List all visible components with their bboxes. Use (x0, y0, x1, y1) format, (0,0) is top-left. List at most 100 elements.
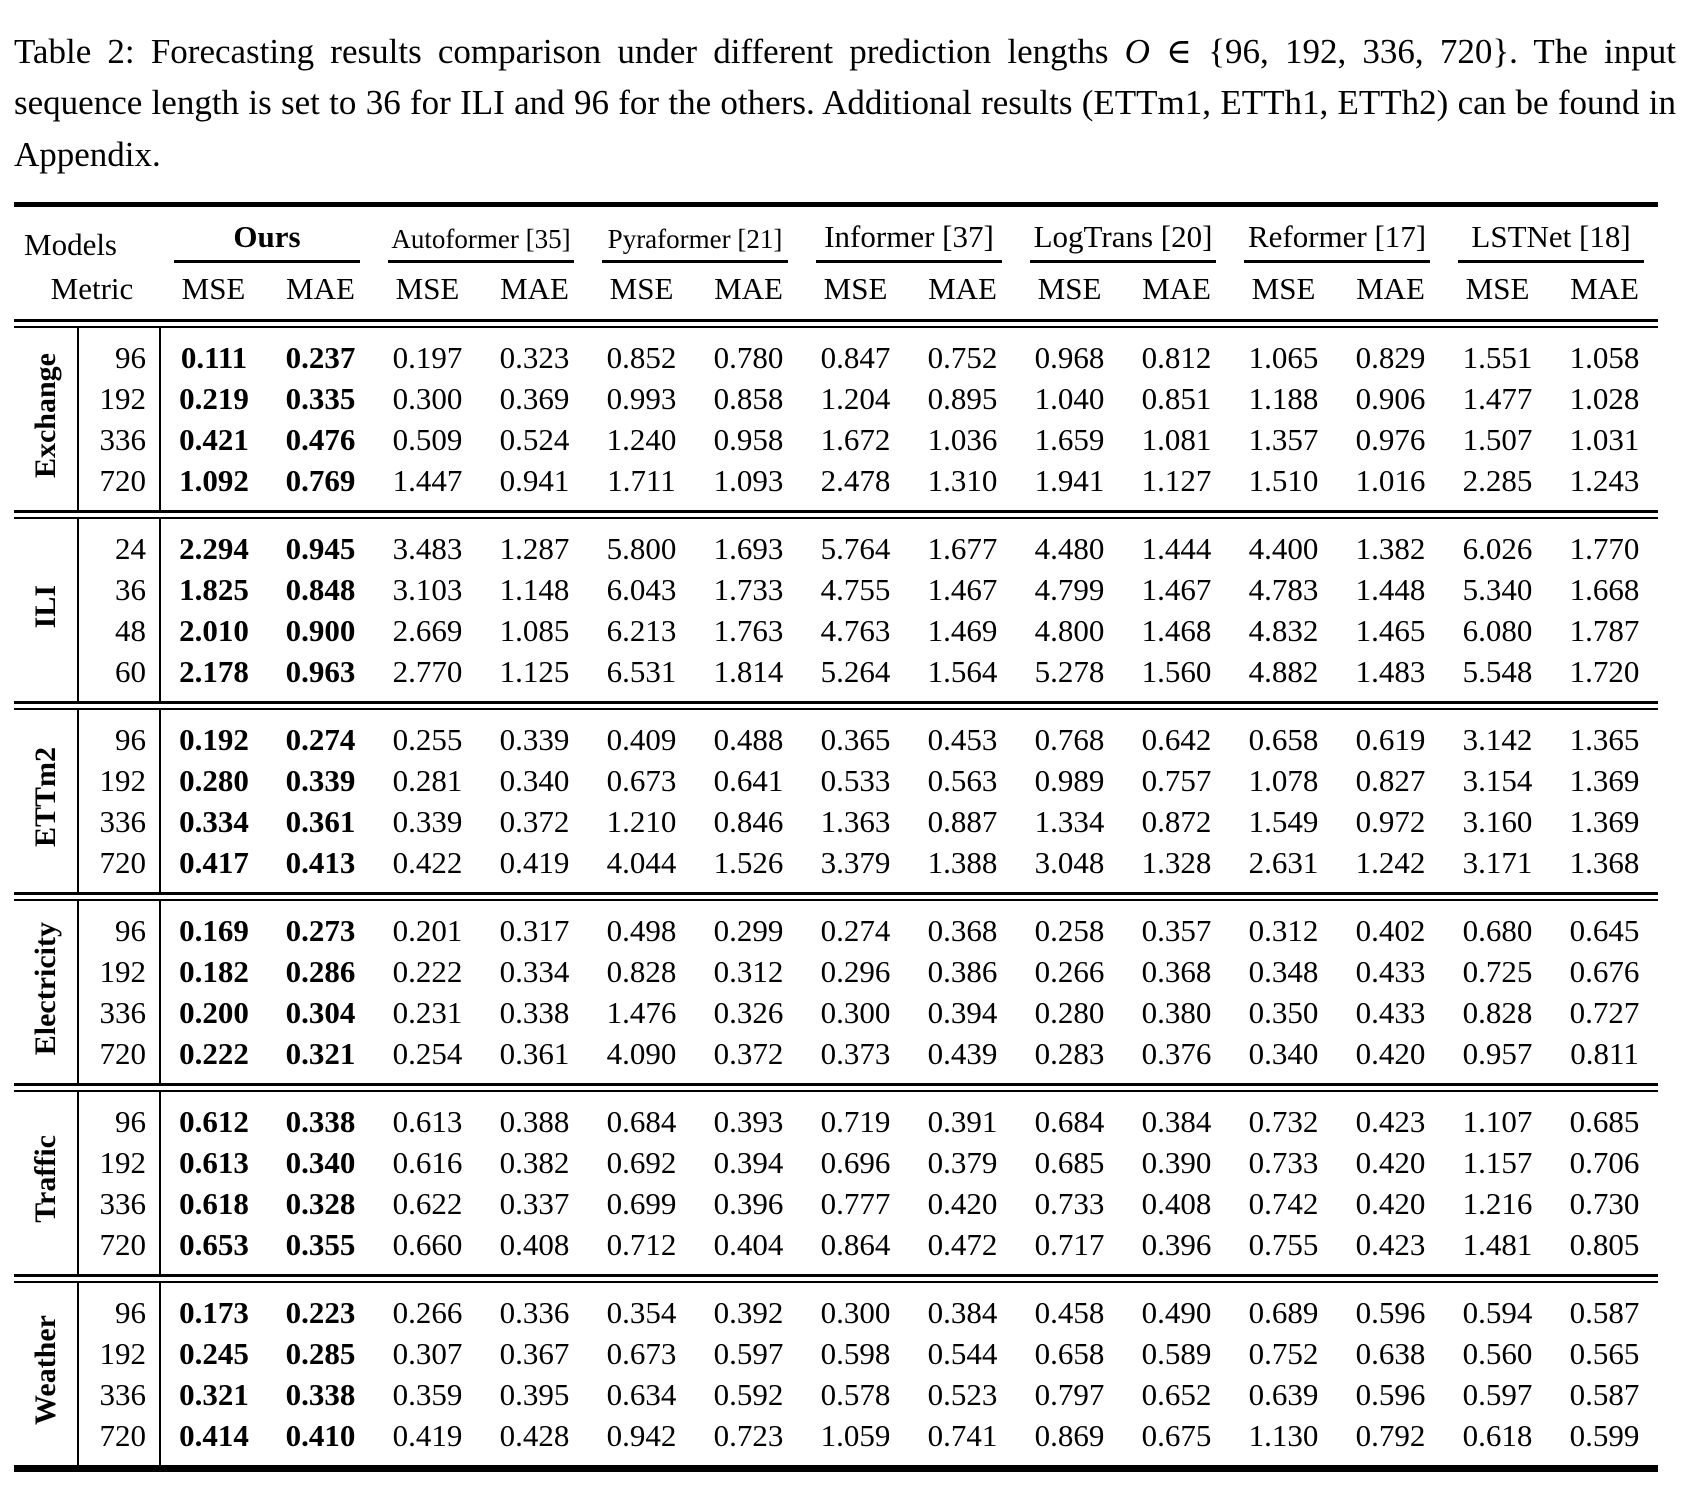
metric-value-cell: 0.266 (392, 1294, 463, 1330)
section-divider-row (14, 510, 1659, 520)
mae-header-reformer-17: MAE (1356, 271, 1425, 307)
metric-value-cell: 0.396 (1141, 1226, 1212, 1262)
metric-value-cell: 1.127 (1141, 462, 1212, 498)
pred-length-cell: 192 (78, 1333, 161, 1375)
metric-value-cell: 0.420 (1355, 1035, 1426, 1071)
metric-value-cell: 0.223 (285, 1294, 356, 1330)
metric-value-cell: 0.392 (713, 1294, 784, 1330)
metric-value-cell: 0.768 (1034, 721, 1105, 757)
metric-value-cell: 0.245 (179, 1335, 249, 1371)
metric-value-cell: 0.613 (179, 1144, 249, 1180)
metric-value-cell: 0.846 (713, 803, 784, 839)
model-name-label: Autoformer [35] (391, 223, 571, 254)
metric-value-cell: 1.941 (1034, 462, 1105, 498)
pred-length-cell: 192 (78, 378, 161, 420)
metric-value-cell: 0.476 (285, 421, 356, 457)
metric-value-cell: 5.278 (1034, 653, 1105, 689)
metric-value-cell: 0.394 (713, 1144, 784, 1180)
model-underline-rule (1244, 260, 1431, 264)
metric-value-cell: 1.085 (499, 612, 570, 648)
pred-length-cell: 96 (78, 1092, 161, 1143)
metric-value-cell: 0.413 (285, 844, 356, 880)
pred-length-cell: 60 (78, 651, 161, 702)
data-row-ili-36: 36 1.825 0.848 3.103 1.148 6.043 1.733 4.755 1.4… (14, 569, 1658, 611)
metric-value-cell: 0.458 (1034, 1294, 1105, 1330)
metric-value-cell: 3.379 (820, 844, 891, 880)
group-label-traffic: Traffic (14, 1092, 79, 1275)
metric-value-cell: 1.447 (392, 462, 463, 498)
metric-value-cell: 0.805 (1569, 1226, 1640, 1262)
metric-value-cell: 3.154 (1462, 762, 1533, 798)
metric-value-cell: 0.741 (927, 1417, 998, 1453)
metric-value-cell: 0.280 (1034, 994, 1105, 1030)
metric-value-cell: 1.078 (1248, 762, 1319, 798)
metric-value-cell: 1.240 (606, 421, 677, 457)
metric-value-cell: 0.993 (606, 380, 677, 416)
mse-header-informer-37: MSE (823, 271, 888, 307)
metric-value-cell: 0.560 (1462, 1335, 1533, 1371)
metric-value-cell: 0.852 (606, 339, 677, 375)
metric-value-cell: 1.711 (607, 462, 676, 498)
metric-value-cell: 0.755 (1248, 1226, 1319, 1262)
metric-value-cell: 1.693 (713, 530, 784, 566)
data-row-exchange-720: 720 1.092 0.769 1.447 0.941 1.711 1.093 2.478 1.… (14, 460, 1658, 511)
metric-value-cell: 0.296 (820, 953, 891, 989)
model-underline-rule (1030, 260, 1217, 264)
metric-value-cell: 0.379 (927, 1144, 998, 1180)
metric-value-cell: 4.832 (1248, 612, 1319, 648)
metric-value-cell: 0.254 (392, 1035, 463, 1071)
metric-value-cell: 0.368 (927, 912, 998, 948)
metric-value-cell: 0.958 (713, 421, 784, 457)
metric-value-cell: 4.799 (1034, 571, 1105, 607)
metric-value-cell: 0.283 (1034, 1035, 1105, 1071)
group-label-electricity: Electricity (14, 901, 79, 1084)
metric-value-cell: 1.028 (1569, 380, 1640, 416)
metric-value-cell: 0.780 (713, 339, 784, 375)
metric-value-cell: 1.369 (1569, 762, 1640, 798)
metric-value-cell: 0.563 (927, 762, 998, 798)
metric-value-cell: 0.281 (392, 762, 463, 798)
metric-value-cell: 0.847 (820, 339, 891, 375)
metric-value-cell: 0.732 (1248, 1103, 1319, 1139)
metric-value-cell: 4.480 (1034, 530, 1105, 566)
group-label-weather: Weather (14, 1283, 79, 1469)
metric-value-cell: 0.419 (392, 1417, 463, 1453)
metric-value-cell: 0.354 (606, 1294, 677, 1330)
metric-value-cell: 0.339 (285, 762, 356, 798)
metric-value-cell: 0.592 (713, 1376, 784, 1412)
metric-value-cell: 0.827 (1355, 762, 1426, 798)
metric-value-cell: 0.727 (1569, 994, 1640, 1030)
metric-value-cell: 0.410 (285, 1417, 356, 1453)
metric-value-cell: 0.645 (1569, 912, 1640, 948)
metric-value-cell: 1.787 (1569, 612, 1640, 648)
metric-value-cell: 0.675 (1141, 1417, 1212, 1453)
mse-header-ours: MSE (181, 271, 246, 307)
metric-value-cell: 4.882 (1248, 653, 1319, 689)
model-name-label: LogTrans [20] (1033, 218, 1213, 254)
metric-value-cell: 0.258 (1034, 912, 1105, 948)
metric-value-cell: 0.613 (392, 1103, 463, 1139)
metric-value-cell: 0.376 (1141, 1035, 1212, 1071)
metric-value-cell: 0.404 (713, 1226, 784, 1262)
metric-value-cell: 0.594 (1462, 1294, 1533, 1330)
metric-value-cell: 0.361 (499, 1035, 570, 1071)
section-divider-row (14, 701, 1659, 711)
metric-value-cell: 1.448 (1355, 571, 1426, 607)
pred-length-cell: 96 (78, 710, 161, 761)
metric-value-cell: 0.597 (1462, 1376, 1533, 1412)
metric-value-cell: 0.420 (927, 1185, 998, 1221)
metric-value-cell: 0.274 (820, 912, 891, 948)
metric-value-cell: 0.723 (713, 1417, 784, 1453)
mae-header-autoformer-35: MAE (500, 271, 569, 307)
metric-value-cell: 1.287 (499, 530, 570, 566)
metric-value-cell: 0.757 (1141, 762, 1212, 798)
metric-value-cell: 1.157 (1462, 1144, 1533, 1180)
metric-value-cell: 0.742 (1248, 1185, 1319, 1221)
metric-value-cell: 0.869 (1034, 1417, 1105, 1453)
metric-value-cell: 0.599 (1569, 1417, 1640, 1453)
metric-value-cell: 0.420 (1355, 1185, 1426, 1221)
data-row-ettm2-720: 720 0.417 0.413 0.422 0.419 4.044 1.526 3.379 1.… (14, 842, 1658, 893)
metric-value-cell: 1.763 (713, 612, 784, 648)
data-row-weather-336: 336 0.321 0.338 0.359 0.395 0.634 0.592 0.578 0.… (14, 1374, 1658, 1416)
metric-value-cell: 3.048 (1034, 844, 1105, 880)
